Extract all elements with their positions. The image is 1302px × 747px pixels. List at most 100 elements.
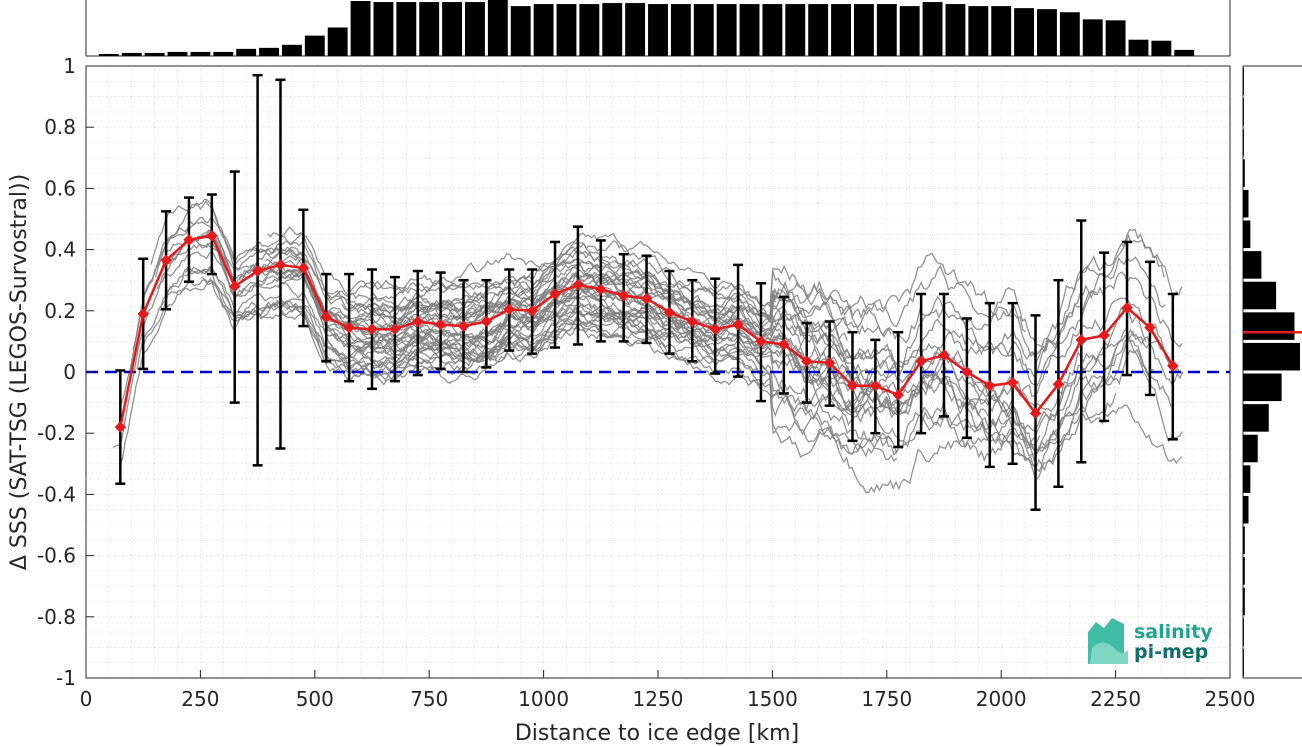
logo-wave-highlight bbox=[1090, 642, 1128, 664]
top-histogram-bar bbox=[465, 2, 485, 57]
top-histogram-bar bbox=[648, 4, 668, 56]
right-histogram-bar bbox=[1243, 342, 1300, 371]
mean-marker bbox=[869, 380, 882, 392]
mean-marker bbox=[114, 421, 127, 433]
top-histogram bbox=[98, 0, 1195, 57]
top-histogram-bar bbox=[304, 35, 325, 56]
mean-marker bbox=[457, 320, 470, 332]
mean-marker bbox=[732, 318, 744, 331]
right-histogram-bar bbox=[1243, 220, 1251, 249]
top-histogram-bar bbox=[350, 1, 371, 57]
x-tick-labels: 0 250 500 750 1000 1250 1500 1750 2000 2250 2500 bbox=[80, 670, 1256, 711]
track-line bbox=[119, 277, 1183, 466]
top-histogram-bar bbox=[1151, 40, 1172, 56]
mean-marker bbox=[801, 355, 813, 367]
mean-marker bbox=[480, 315, 493, 328]
top-histogram-bar bbox=[396, 2, 417, 57]
top-histogram-bar bbox=[1128, 39, 1149, 56]
x-tick-label: 750 bbox=[410, 687, 448, 711]
mean-marker bbox=[526, 305, 538, 317]
mean-marker bbox=[1075, 334, 1087, 346]
top-histogram-bar bbox=[121, 52, 142, 56]
track-line bbox=[150, 200, 1165, 360]
track-line bbox=[341, 272, 788, 328]
mean-marker bbox=[274, 259, 287, 271]
y-tick-label: -0.2 bbox=[37, 421, 76, 445]
mean-marker bbox=[846, 380, 859, 392]
mean-marker bbox=[595, 283, 607, 296]
top-histogram-bar bbox=[236, 48, 257, 56]
mean-marker bbox=[1121, 302, 1133, 314]
x-tick-label: 1250 bbox=[633, 687, 684, 711]
right-histogram bbox=[1243, 67, 1300, 677]
right-histogram-bar bbox=[1243, 495, 1249, 524]
right-histogram-bar bbox=[1243, 648, 1244, 677]
top-histogram-bar bbox=[625, 3, 646, 56]
mean-marker bbox=[183, 234, 195, 246]
x-tick-label: 1500 bbox=[747, 687, 798, 711]
mean-marker bbox=[572, 279, 584, 291]
top-histogram-bar bbox=[327, 27, 348, 56]
top-histogram-bar bbox=[808, 4, 829, 56]
top-histogram-bar bbox=[1059, 12, 1080, 56]
x-tick-label: 0 bbox=[80, 687, 93, 711]
top-histogram-bar bbox=[785, 4, 806, 56]
mean-marker bbox=[206, 230, 218, 242]
mean-marker bbox=[389, 323, 401, 335]
right-histogram-bar bbox=[1243, 281, 1277, 310]
y-tick-label: 0.6 bbox=[44, 176, 76, 200]
mean-marker bbox=[686, 315, 699, 328]
mean-marker bbox=[1167, 360, 1179, 372]
mean-marker bbox=[892, 389, 904, 401]
right-histogram-bar bbox=[1243, 189, 1249, 218]
mean-marker bbox=[320, 311, 332, 323]
top-histogram-bar bbox=[510, 6, 531, 56]
right-histogram-bar bbox=[1243, 251, 1262, 279]
top-histogram-bar bbox=[167, 51, 188, 56]
track-line bbox=[329, 248, 894, 363]
top-histogram-bar bbox=[419, 2, 440, 57]
right-histogram-bar bbox=[1243, 67, 1244, 96]
mean-marker bbox=[549, 288, 561, 300]
top-histogram-bar bbox=[876, 4, 897, 56]
x-tick-label: 2000 bbox=[976, 687, 1027, 711]
mean-marker bbox=[640, 292, 653, 305]
right-histogram-bar bbox=[1243, 128, 1244, 157]
top-histogram-bar bbox=[1037, 9, 1057, 57]
x-tick-label: 500 bbox=[296, 687, 334, 711]
y-tick-labels: -1 -0.8 -0.6 -0.4 -0.2 0 0.2 0.4 0.6 0.8 1 bbox=[37, 54, 94, 690]
y-tick-label: 0 bbox=[63, 360, 76, 384]
top-histogram-bar bbox=[670, 4, 691, 56]
right-histogram-bar bbox=[1243, 434, 1258, 463]
top-histogram-bar bbox=[533, 4, 554, 56]
y-axis-label: Δ SSS (SAT-TSG (LEGOS-Survostral)) bbox=[7, 174, 32, 570]
mean-marker bbox=[434, 318, 447, 331]
top-histogram-bar bbox=[945, 4, 966, 56]
y-tick-label: -0.8 bbox=[37, 605, 76, 629]
top-histogram-bar bbox=[991, 6, 1012, 56]
mean-marker bbox=[251, 265, 264, 277]
y-tick-label: 0.2 bbox=[44, 299, 76, 323]
right-histogram-bar bbox=[1243, 98, 1244, 126]
mean-series-markers bbox=[114, 230, 1179, 433]
top-histogram-bar bbox=[259, 47, 279, 56]
top-histogram-bar bbox=[716, 4, 737, 56]
x-tick-label: 1750 bbox=[861, 687, 912, 711]
top-histogram-bar bbox=[853, 4, 874, 56]
top-histogram-bar bbox=[1082, 19, 1103, 56]
x-tick-label: 2500 bbox=[1205, 687, 1256, 711]
mean-marker bbox=[823, 357, 836, 369]
y-tick-label: 0.4 bbox=[44, 238, 76, 262]
mean-marker bbox=[137, 308, 149, 320]
right-histogram-bar bbox=[1243, 618, 1244, 646]
top-histogram-bar bbox=[281, 44, 302, 56]
right-histogram-bar bbox=[1243, 465, 1251, 493]
mean-marker bbox=[755, 335, 767, 348]
right-histogram-bar bbox=[1243, 159, 1245, 187]
mean-marker bbox=[1029, 407, 1042, 420]
y-tick-label: 0.8 bbox=[44, 115, 76, 139]
top-histogram-bar bbox=[1105, 20, 1126, 56]
top-histogram-bar bbox=[693, 4, 714, 56]
mean-marker bbox=[663, 306, 676, 319]
y-tick-label: -1 bbox=[56, 666, 76, 690]
